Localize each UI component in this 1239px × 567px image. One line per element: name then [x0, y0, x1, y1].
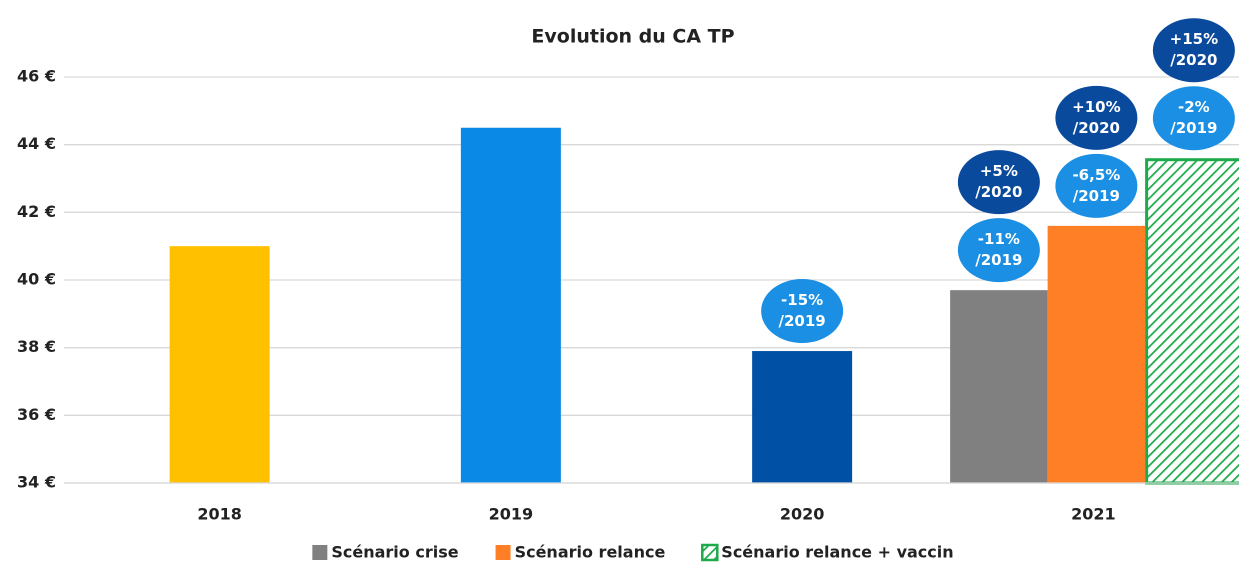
- chart-title: Evolution du CA TP: [531, 26, 734, 48]
- x-tick-label: 2020: [780, 505, 825, 524]
- annotation-bubble: [1055, 85, 1138, 150]
- legend: Scénario crise Scénario relance Scénario r…: [312, 543, 954, 562]
- y-tick-label: 34 €: [17, 473, 56, 492]
- annotation-bubble: [957, 150, 1040, 215]
- annotation-text: -11%: [978, 230, 1020, 248]
- annotation-text: /2020: [1170, 51, 1217, 69]
- annotation-text: /2019: [975, 251, 1022, 269]
- legend-swatch: [312, 545, 328, 560]
- x-tick-label: 2019: [489, 505, 534, 524]
- annotation-text: /2020: [975, 183, 1022, 201]
- bar: [950, 290, 1048, 483]
- bar: [752, 351, 853, 483]
- legend-label: Scénario relance: [515, 543, 666, 562]
- annotation-bubble: [1152, 18, 1235, 83]
- annotation-text: /2020: [1073, 119, 1120, 137]
- y-tick-label: 42 €: [17, 202, 56, 221]
- legend-label: Scénario relance + vaccin: [721, 543, 953, 562]
- annotation-text: -2%: [1178, 98, 1210, 116]
- bar: [169, 246, 270, 483]
- annotation-text: +10%: [1072, 98, 1120, 116]
- bar: [460, 127, 561, 483]
- annotation-text: -15%: [781, 291, 823, 309]
- x-tick-label: 2018: [197, 505, 242, 524]
- annotation-bubble: [957, 218, 1040, 283]
- bar: [1145, 158, 1239, 485]
- annotation-text: -6,5%: [1072, 166, 1120, 184]
- legend-swatch: [701, 543, 719, 562]
- annotation-text: /2019: [779, 312, 826, 330]
- annotation-text: +5%: [980, 162, 1018, 180]
- x-tick-label: 2021: [1071, 505, 1116, 524]
- y-tick-label: 36 €: [17, 405, 56, 424]
- legend-swatch: [495, 545, 511, 560]
- bar: [1047, 225, 1146, 483]
- annotation-bubble: [1152, 86, 1235, 151]
- annotation-text: +15%: [1170, 30, 1218, 48]
- y-tick-label: 40 €: [17, 270, 56, 289]
- annotation-bubble: [1055, 153, 1138, 218]
- annotation-bubble: [761, 279, 844, 344]
- annotation-text: /2019: [1073, 187, 1120, 205]
- y-tick-label: 46 €: [17, 67, 56, 86]
- y-tick-label: 44 €: [17, 134, 56, 153]
- legend-label: Scénario crise: [331, 543, 458, 562]
- annotation-text: /2019: [1170, 119, 1217, 137]
- y-tick-label: 38 €: [17, 337, 56, 356]
